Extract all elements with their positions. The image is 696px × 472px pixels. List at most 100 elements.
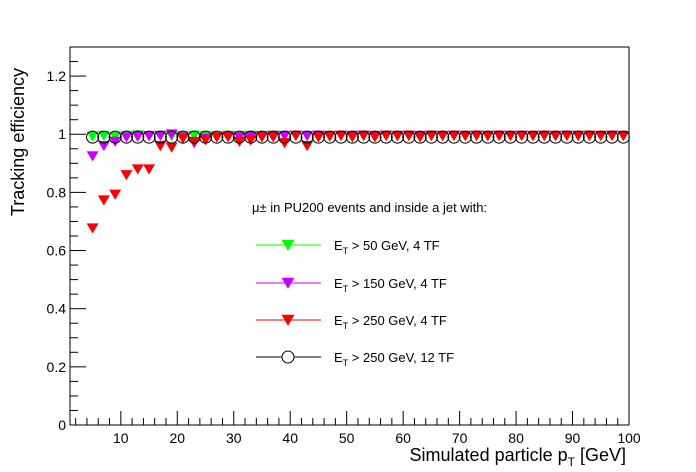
data-point bbox=[255, 132, 268, 143]
data-point bbox=[109, 136, 122, 147]
data-point bbox=[379, 130, 393, 144]
data-point bbox=[481, 130, 495, 144]
data-point bbox=[153, 130, 167, 144]
x-tick-label: 100 bbox=[617, 430, 641, 446]
data-point bbox=[312, 132, 325, 143]
data-point bbox=[232, 130, 246, 144]
data-point bbox=[255, 130, 269, 144]
data-point bbox=[594, 130, 607, 142]
x-tick-label: 90 bbox=[565, 430, 581, 446]
data-point bbox=[97, 130, 110, 142]
x-axis-label-sub: T bbox=[568, 455, 576, 469]
legend-label: ET > 250 GeV, 12 TF bbox=[334, 350, 454, 368]
data-point bbox=[266, 130, 280, 144]
legend: ET > 50 GeV, 4 TF ET > 150 GeV, 4 TF ET > … bbox=[256, 238, 454, 368]
data-point bbox=[425, 130, 438, 142]
data-point bbox=[188, 136, 201, 147]
data-point bbox=[289, 130, 302, 142]
legend-marker bbox=[281, 239, 295, 251]
data-point bbox=[301, 130, 314, 142]
data-point bbox=[436, 130, 450, 144]
data-point bbox=[120, 170, 133, 181]
data-point bbox=[571, 130, 585, 144]
data-point bbox=[311, 130, 325, 144]
data-point bbox=[143, 131, 156, 142]
x-tick-label: 10 bbox=[113, 430, 129, 446]
x-tick-labels: 10 20 30 40 50 60 70 80 90 100 bbox=[113, 430, 641, 446]
data-point bbox=[244, 135, 257, 146]
data-point bbox=[605, 130, 619, 144]
data-point bbox=[176, 130, 190, 144]
data-point bbox=[492, 130, 506, 144]
data-point bbox=[109, 189, 122, 200]
x-tick-label: 60 bbox=[395, 430, 411, 446]
data-point bbox=[165, 130, 179, 144]
data-point bbox=[222, 132, 235, 143]
data-point bbox=[549, 130, 563, 144]
data-point bbox=[210, 130, 224, 144]
data-point bbox=[616, 130, 630, 144]
legend-label: ET > 50 GeV, 4 TF bbox=[334, 238, 440, 256]
data-point bbox=[504, 130, 517, 142]
data-point bbox=[402, 130, 416, 144]
data-point bbox=[617, 130, 630, 142]
data-point bbox=[244, 130, 258, 144]
y-tick-label: 0.6 bbox=[47, 243, 67, 259]
data-point bbox=[142, 130, 156, 144]
data-point bbox=[86, 130, 100, 144]
data-point bbox=[357, 130, 371, 144]
data-point bbox=[424, 130, 438, 144]
data-point bbox=[154, 141, 167, 152]
y-tick-label: 1.2 bbox=[47, 68, 67, 84]
data-point bbox=[323, 131, 336, 142]
data-point bbox=[582, 130, 596, 144]
data-point bbox=[537, 130, 551, 144]
data-point bbox=[210, 132, 223, 143]
y-axis-label: Tracking efficiency bbox=[8, 68, 28, 216]
data-point bbox=[527, 130, 540, 142]
legend-marker bbox=[281, 314, 295, 326]
legend-label: ET > 150 GeV, 4 TF bbox=[334, 276, 447, 294]
data-point bbox=[108, 130, 122, 144]
data-point bbox=[413, 130, 427, 144]
data-point bbox=[278, 130, 292, 144]
data-point bbox=[131, 130, 145, 144]
data-point bbox=[221, 130, 235, 144]
y-tick-label: 0 bbox=[58, 417, 66, 433]
x-axis-label: Simulated particle pT [GeV] bbox=[410, 445, 626, 469]
data-point bbox=[187, 130, 201, 144]
legend-header: μ± in PU200 events and inside a jet with… bbox=[252, 200, 487, 215]
data-point bbox=[503, 130, 517, 144]
data-point bbox=[86, 131, 99, 142]
legend-marker bbox=[281, 350, 295, 364]
data-point bbox=[458, 130, 472, 144]
axis-ticks bbox=[70, 46, 630, 426]
data-point bbox=[300, 130, 314, 144]
data-point bbox=[436, 130, 449, 142]
data-point bbox=[515, 130, 528, 142]
data-point bbox=[481, 130, 494, 142]
data-point bbox=[131, 131, 144, 142]
data-point bbox=[233, 136, 246, 147]
legend-label: ET > 250 GeV, 4 TF bbox=[334, 313, 447, 331]
data-point bbox=[199, 130, 213, 144]
data-point bbox=[560, 130, 574, 144]
data-point bbox=[278, 130, 291, 142]
x-axis-label-main: Simulated particle p bbox=[410, 445, 568, 465]
data-point bbox=[301, 141, 314, 152]
data-point bbox=[131, 164, 144, 175]
series-markers-2 bbox=[86, 130, 630, 234]
x-tick-label: 20 bbox=[169, 430, 185, 446]
data-point bbox=[86, 151, 99, 162]
data-point bbox=[165, 142, 178, 153]
data-point bbox=[526, 130, 540, 144]
data-point bbox=[97, 141, 110, 152]
data-point bbox=[120, 132, 133, 143]
data-markers bbox=[86, 129, 630, 234]
data-point bbox=[459, 130, 472, 142]
data-point bbox=[199, 135, 212, 146]
data-point bbox=[402, 130, 415, 142]
data-point bbox=[606, 130, 619, 142]
data-point bbox=[154, 130, 167, 142]
